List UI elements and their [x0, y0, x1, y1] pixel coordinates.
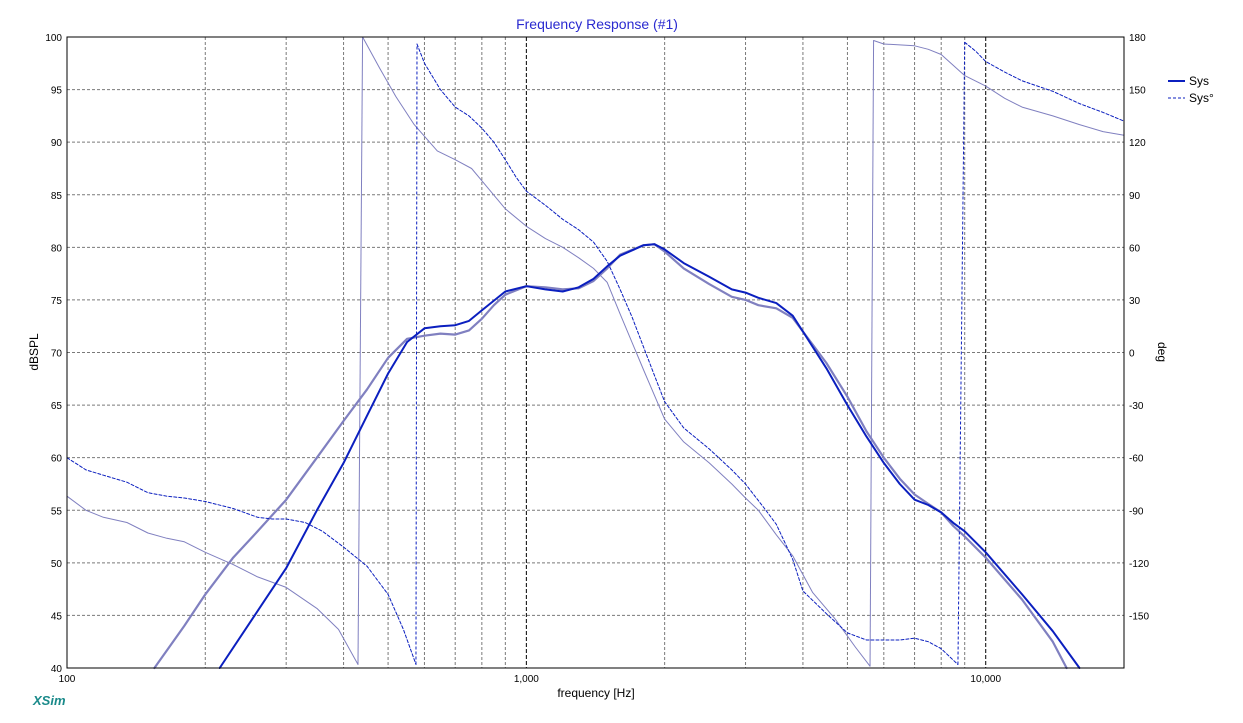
y2-tick-label: -120 [1129, 559, 1149, 570]
phase-ghost-series-line [873, 40, 1125, 136]
y2-tick-label: 60 [1129, 243, 1141, 254]
y2-tick-label: 150 [1129, 86, 1146, 97]
y-tick-label: 80 [51, 243, 63, 254]
y-tick-label: 100 [45, 33, 62, 44]
plot-frame [66, 36, 1125, 669]
x-axis-label: frequency [Hz] [557, 686, 634, 700]
y2-tick-label: 180 [1129, 33, 1146, 44]
x-tick-label: 10,000 [970, 674, 1001, 685]
legend: Sys Sys° [1168, 74, 1214, 105]
y2-tick-label: -60 [1129, 454, 1144, 465]
phase-wrap-connector [957, 42, 966, 665]
y-tick-label: 65 [51, 401, 63, 412]
y2-tick-label: 90 [1129, 191, 1141, 202]
y2-tick-label: 0 [1129, 349, 1135, 360]
phase-ghost-series-line [362, 36, 871, 667]
y-tick-label: 70 [51, 349, 63, 360]
y-tick-label: 50 [51, 559, 63, 570]
legend-label-sys: Sys [1189, 74, 1209, 88]
chart-title: Frequency Response (#1) [516, 16, 678, 32]
phase-ghost-series-line [66, 495, 359, 665]
y-axis-label: dBSPL [27, 333, 41, 371]
y-tick-label: 55 [51, 506, 63, 517]
y-tick-label: 60 [51, 454, 63, 465]
y2-tick-label: -150 [1129, 611, 1149, 622]
phase-wrap-connector [869, 40, 875, 667]
y-tick-label: 45 [51, 611, 63, 622]
y2-axis-label: deg [1155, 342, 1169, 362]
y2-tick-label: 30 [1129, 296, 1141, 307]
y2-tick-label: 120 [1129, 138, 1146, 149]
x-tick-label: 1,000 [514, 674, 539, 685]
phase-series-line [964, 41, 1125, 122]
y-tick-label: 75 [51, 296, 63, 307]
y2-tick-label: -30 [1129, 401, 1144, 412]
y-tick-label: 90 [51, 138, 63, 149]
tick-labels: 40 45 50 55 60 65 70 75 80 85 90 95 100 -150 -120 -90 -6… [45, 33, 1149, 685]
plot-series [66, 36, 1125, 670]
xsim-logo: XSim [32, 693, 66, 708]
grid [67, 37, 1124, 668]
phase-wrap-connector [415, 44, 418, 665]
y-tick-label: 95 [51, 86, 63, 97]
phase-series-line [66, 457, 417, 665]
x-tick-label: 100 [59, 674, 76, 685]
y-tick-label: 85 [51, 191, 63, 202]
y2-tick-label: -90 [1129, 506, 1144, 517]
legend-label-sys-phase: Sys° [1189, 91, 1214, 105]
phase-series-line [416, 43, 959, 665]
spl-series-line [218, 243, 1081, 669]
y-tick-label: 40 [51, 664, 63, 675]
